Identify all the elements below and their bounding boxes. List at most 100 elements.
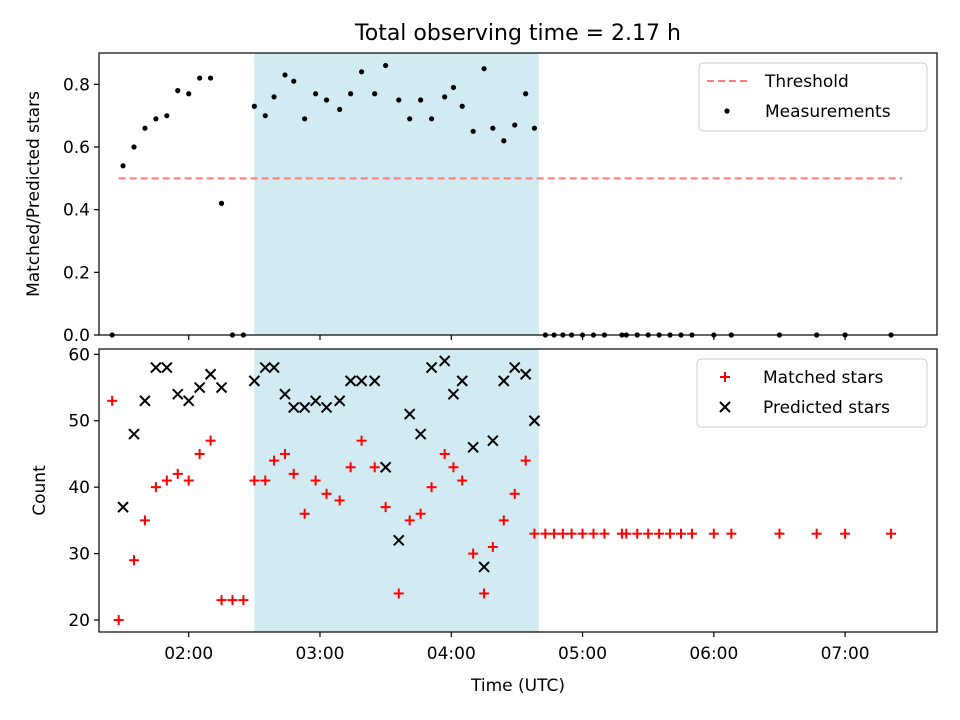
matched-star-point <box>205 435 216 446</box>
matched-star-point <box>356 435 367 446</box>
measurement-point <box>218 200 225 206</box>
matched-star-point <box>588 528 599 539</box>
matched-star-point <box>487 541 498 552</box>
predicted-star-point <box>519 368 532 380</box>
y-tick-label: 0.2 <box>63 263 90 283</box>
matched-star-point <box>566 528 577 539</box>
matched-star-point <box>448 462 459 473</box>
matched-star-point <box>238 595 249 606</box>
matched-star-point <box>468 548 479 559</box>
measurement-point <box>418 97 424 103</box>
predicted-star-point <box>528 415 541 427</box>
y-tick-label: 0.0 <box>63 326 90 346</box>
predicted-star-point <box>128 428 140 440</box>
predicted-star-point <box>344 375 357 387</box>
matched-star-point <box>540 528 551 539</box>
matched-star-point <box>520 455 531 466</box>
predicted-star-point <box>320 401 333 414</box>
measurement-point <box>523 91 529 97</box>
predicted-star-point <box>355 375 368 387</box>
marker-d2 <box>172 388 184 400</box>
legend-label: Matched stars <box>763 368 883 388</box>
measurement-point <box>531 125 538 131</box>
predicted-star-point <box>117 501 129 513</box>
matched-star-point <box>479 588 490 599</box>
y-axis-label: Matched/Predicted stars <box>24 91 44 297</box>
predicted-star-point <box>393 534 405 547</box>
marker-d2 <box>309 395 322 407</box>
predicted-star-point <box>487 434 499 447</box>
matched-star-point <box>279 448 290 459</box>
marker-d2 <box>487 434 499 447</box>
predicted-star-point <box>204 368 217 380</box>
matched-star-point <box>310 475 321 486</box>
marker-d2 <box>355 375 368 387</box>
matched-star-point <box>369 462 380 473</box>
marker-d2 <box>438 355 451 367</box>
matched-star-point <box>665 528 676 539</box>
legend-predicted-swatch-2 <box>719 401 731 413</box>
predicted-star-point <box>161 361 173 374</box>
matched-star-point <box>811 528 822 539</box>
y-tick-label: 0.8 <box>63 75 90 95</box>
y-tick-label: 0.4 <box>63 201 90 221</box>
marker-d2 <box>161 361 173 374</box>
marker-d2 <box>528 415 541 427</box>
marker-d2 <box>519 368 532 380</box>
matched-star-point <box>183 475 194 486</box>
x-tick-label: 04:00 <box>427 644 476 664</box>
matched-star-point <box>886 528 897 539</box>
x-tick-label: 06:00 <box>689 644 738 664</box>
measurement-point <box>262 113 268 119</box>
measurement-point <box>383 62 389 69</box>
matched-star-point <box>654 528 665 539</box>
matched-star-point <box>393 588 404 599</box>
predicted-star-point <box>414 428 427 440</box>
legend-label: Threshold <box>764 72 849 92</box>
marker-d2 <box>344 375 357 387</box>
marker-d2 <box>150 361 162 374</box>
y-tick-label: 20 <box>68 611 90 631</box>
marker-d2 <box>333 395 346 407</box>
matched-star-point <box>129 555 140 566</box>
marker-d2 <box>320 401 333 414</box>
matched-star-point <box>676 528 687 539</box>
marker-d2 <box>128 428 140 440</box>
marker-d2 <box>117 501 129 513</box>
series-predicted-stars <box>117 355 541 573</box>
legend-box <box>698 62 928 132</box>
matched-star-point <box>549 528 560 539</box>
measurement-point <box>313 91 319 97</box>
matched-star-point <box>269 455 280 466</box>
legend-label: Measurements <box>765 102 891 122</box>
predicted-star-point <box>467 441 479 454</box>
predicted-star-point <box>478 561 490 573</box>
y-tick-label: 0.6 <box>63 138 90 158</box>
marker-d2 <box>268 361 280 374</box>
marker-d2 <box>139 395 151 407</box>
predicted-star-point <box>425 361 438 374</box>
marker-d2 <box>467 441 479 454</box>
axes-frame <box>98 348 938 633</box>
predicted-star-point <box>248 375 261 387</box>
matched-star-point <box>577 528 588 539</box>
matched-star-point <box>299 508 310 519</box>
predicted-star-point <box>172 388 184 400</box>
measurement-point <box>459 103 465 109</box>
measurement-point <box>470 128 476 134</box>
x-tick-label: 02:00 <box>164 644 213 664</box>
matched-star-point <box>840 528 851 539</box>
matched-star-point <box>643 528 654 539</box>
predicted-star-point <box>509 361 521 374</box>
legend-label: Predicted stars <box>763 398 890 418</box>
measurement-point <box>348 91 354 97</box>
matched-star-point <box>107 395 118 406</box>
matched-star-point <box>404 515 415 526</box>
x-axis-label: Time (UTC) <box>470 676 565 696</box>
x-tick-label: 05:00 <box>558 644 607 664</box>
marker-d2 <box>204 368 217 380</box>
matched-star-point <box>227 595 238 606</box>
legend-measurement-swatch <box>724 108 730 114</box>
marker-d2 <box>288 401 300 414</box>
measurement-point <box>186 91 192 97</box>
